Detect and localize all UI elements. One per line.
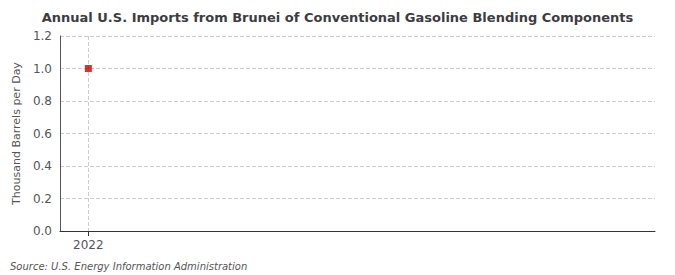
svg-text:Annual U.S. Imports from Brune: Annual U.S. Imports from Brunei of Conve… (42, 10, 634, 25)
svg-text:0.2: 0.2 (33, 192, 52, 206)
svg-text:0.4: 0.4 (33, 159, 52, 173)
svg-text:Source: U.S. Energy Informatio: Source: U.S. Energy Information Administ… (10, 261, 247, 272)
svg-text:1.2: 1.2 (33, 29, 52, 43)
svg-text:2022: 2022 (73, 238, 104, 252)
svg-text:0.0: 0.0 (33, 224, 52, 238)
svg-text:0.6: 0.6 (33, 127, 52, 141)
svg-text:0.8: 0.8 (33, 94, 52, 108)
svg-text:1.0: 1.0 (33, 62, 52, 76)
svg-text:Thousand Barrels per Day: Thousand Barrels per Day (10, 62, 23, 206)
